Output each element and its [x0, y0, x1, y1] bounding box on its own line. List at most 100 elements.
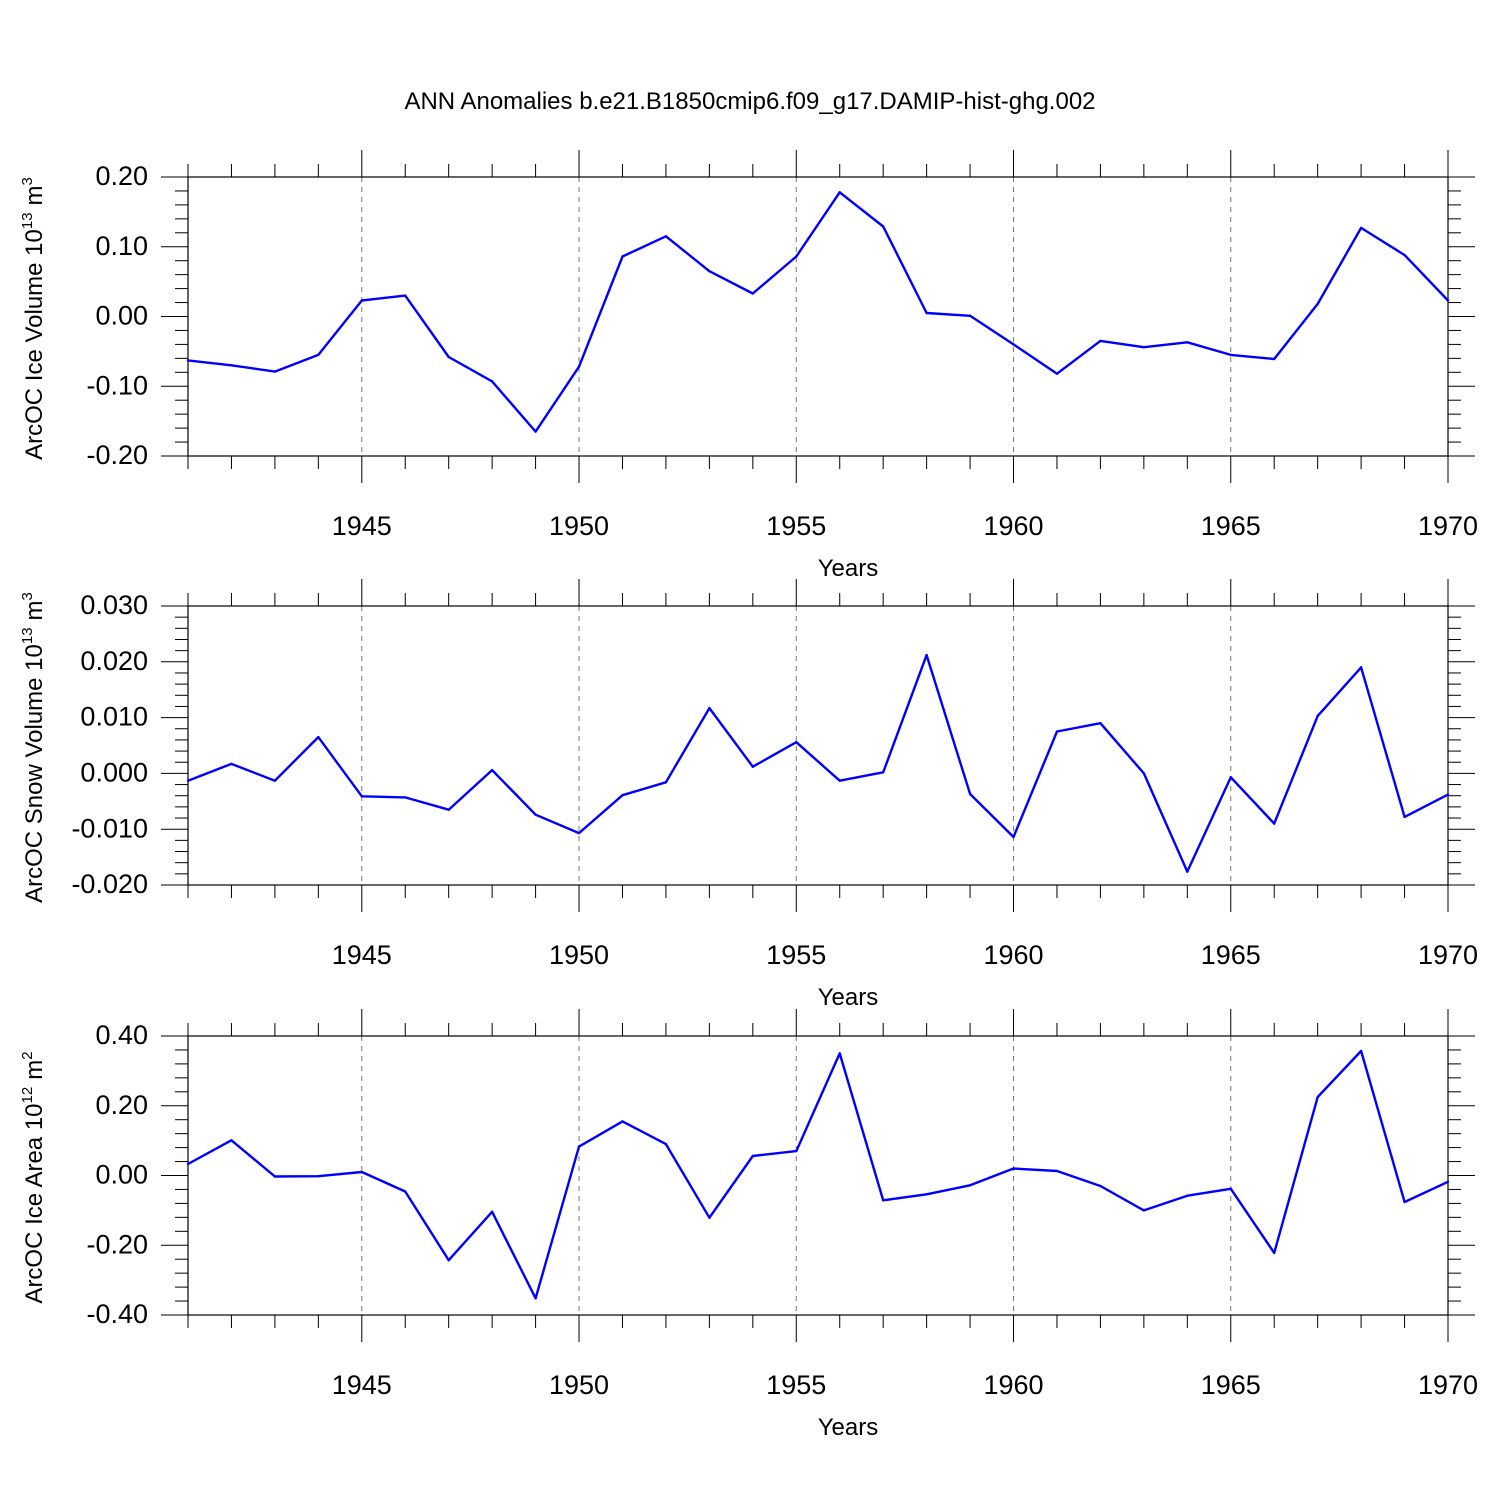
- data-point: [1055, 730, 1059, 733]
- y-tick-label: 0.00: [95, 1160, 148, 1190]
- data-point: [1099, 1184, 1102, 1188]
- data-point: [708, 1216, 711, 1219]
- data-point: [1273, 1251, 1276, 1255]
- data-point: [1012, 343, 1015, 346]
- y-axis-label-exponent: 13: [19, 627, 36, 644]
- y-axis-label-text: ArcOC Ice Volume 10: [21, 229, 48, 460]
- y-tick-label: 0.20: [95, 161, 148, 191]
- data-point: [447, 1259, 450, 1262]
- x-tick-label: 1965: [1201, 511, 1261, 541]
- data-point: [1403, 1200, 1406, 1204]
- data-point: [1446, 299, 1450, 302]
- data-point: [1012, 835, 1015, 839]
- data-point: [230, 364, 233, 367]
- panel-1: -0.20 -0.10 0.00 0.10 0.20 1945 1950 1955 1960 19…: [19, 150, 1478, 582]
- x-tick-label: 1955: [766, 940, 826, 970]
- data-point: [621, 793, 624, 797]
- data-point: [795, 1149, 798, 1153]
- data-point: [881, 771, 885, 774]
- y-tick-label: -0.20: [86, 1229, 148, 1259]
- y-tick-label: 0.40: [95, 1020, 148, 1050]
- data-point: [534, 813, 537, 816]
- x-tick-label: 1955: [766, 1370, 826, 1400]
- data-point: [881, 225, 885, 228]
- x-tick-label: 1970: [1418, 940, 1478, 970]
- x-tick-label: 1960: [983, 511, 1043, 541]
- data-point: [1186, 870, 1189, 873]
- x-axis-label: Years: [818, 555, 879, 582]
- data-point: [273, 370, 277, 373]
- data-point: [534, 430, 537, 433]
- data-point: [577, 831, 581, 835]
- plot-frame: [187, 605, 1449, 886]
- data-point: [1186, 341, 1189, 344]
- y-axis-label-unit-exponent: 2: [19, 1051, 36, 1059]
- data-point: [881, 1199, 885, 1202]
- data-point: [1316, 714, 1319, 718]
- data-point: [186, 779, 190, 782]
- x-tick-label: 1945: [332, 511, 392, 541]
- data-point: [751, 765, 755, 768]
- data-point: [1186, 1194, 1189, 1197]
- panel-2: -0.020 -0.010 0.000 0.010 0.020 0.030 1945 1950…: [19, 579, 1478, 1011]
- data-point: [186, 359, 190, 362]
- y-axis-label-unit-exponent: 3: [19, 177, 36, 185]
- y-axis-label-unit: m: [21, 600, 48, 620]
- data-point: [664, 1142, 668, 1146]
- data-point: [968, 314, 972, 318]
- data-point: [1273, 822, 1276, 825]
- x-tick-label: 1955: [766, 511, 826, 541]
- data-point: [1055, 372, 1059, 375]
- data-point: [1403, 815, 1406, 819]
- data-point: [1316, 302, 1319, 306]
- y-axis-label-unit: m: [21, 185, 48, 205]
- x-tick-label: 1945: [332, 940, 392, 970]
- data-point: [838, 779, 841, 782]
- y-tick-label: -0.020: [71, 869, 148, 899]
- data-point: [968, 792, 972, 796]
- data-point: [1273, 357, 1276, 361]
- x-tick-label: 1960: [983, 940, 1043, 970]
- data-point: [577, 365, 581, 368]
- data-point: [925, 1193, 928, 1196]
- data-point: [664, 235, 668, 238]
- data-point: [795, 255, 798, 258]
- data-point: [230, 1139, 233, 1142]
- data-point: [1403, 253, 1406, 257]
- x-tick-label: 1960: [983, 1370, 1043, 1400]
- data-point: [925, 653, 928, 657]
- data-point: [1142, 1209, 1146, 1212]
- y-axis-label-text: ArcOC Snow Volume 10: [21, 644, 48, 903]
- y-tick-label: 0.10: [95, 231, 148, 261]
- y-tick-label: 0.020: [80, 646, 148, 676]
- data-point: [795, 740, 798, 744]
- data-point: [708, 269, 711, 273]
- data-point: [1359, 666, 1363, 669]
- series-line: [187, 1049, 1449, 1300]
- series-line: [187, 191, 1449, 433]
- x-axis-label: Years: [818, 1414, 879, 1441]
- data-point: [1359, 1049, 1363, 1053]
- data-point: [1229, 776, 1232, 779]
- y-tick-label: 0.000: [80, 758, 148, 788]
- data-point: [360, 795, 363, 798]
- data-point: [447, 808, 450, 811]
- y-axis-label: ArcOC Ice Volume 1013 m3: [19, 177, 48, 460]
- x-tick-label: 1965: [1201, 940, 1261, 970]
- data-point: [1142, 345, 1146, 349]
- data-point: [404, 294, 407, 297]
- x-tick-label: 1950: [549, 1370, 609, 1400]
- data-point: [1446, 793, 1450, 796]
- y-axis-label: ArcOC Ice Area 1012 m2: [19, 1051, 48, 1303]
- data-point: [751, 1154, 755, 1158]
- y-tick-label: -0.10: [86, 370, 148, 400]
- plot-frame: [187, 176, 1449, 457]
- y-tick-label: 0.030: [80, 590, 148, 620]
- data-point: [1359, 226, 1363, 230]
- y-axis-label-unit: m: [21, 1060, 48, 1080]
- data-point: [317, 1174, 320, 1178]
- x-axis-label: Years: [818, 984, 879, 1011]
- data-point: [838, 191, 841, 194]
- data-point: [490, 1210, 494, 1213]
